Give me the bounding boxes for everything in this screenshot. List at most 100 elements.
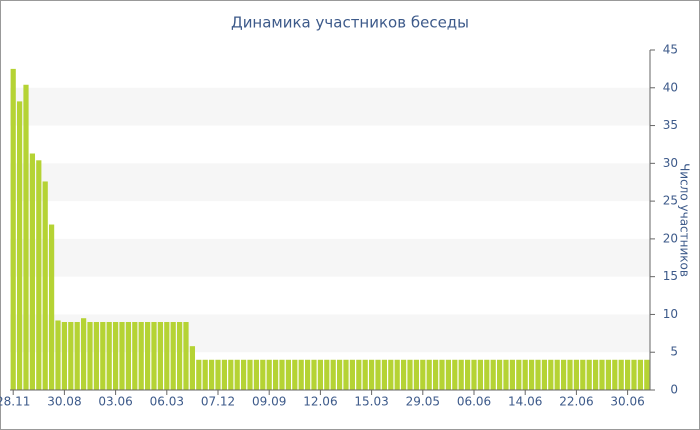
- bar: [503, 359, 509, 390]
- bar: [426, 359, 432, 390]
- bar: [330, 359, 336, 390]
- bar: [554, 359, 560, 390]
- bar: [151, 322, 157, 390]
- bar: [644, 359, 650, 390]
- y-tick-label: 0: [670, 383, 678, 397]
- x-tick-label: 06.03: [150, 395, 184, 409]
- grid-band: [10, 238, 650, 277]
- bar: [349, 359, 355, 390]
- bar: [87, 322, 93, 390]
- bar: [247, 359, 253, 390]
- bar: [292, 359, 298, 390]
- bar: [202, 359, 208, 390]
- bar: [490, 359, 496, 390]
- bar: [100, 322, 106, 390]
- bar: [253, 359, 259, 390]
- bar: [93, 322, 99, 390]
- x-tick-label: 12.06: [303, 395, 337, 409]
- bar: [29, 153, 35, 390]
- x-tick-label: 28.11: [0, 395, 30, 409]
- bar: [196, 359, 202, 390]
- bar: [362, 359, 368, 390]
- bar: [81, 318, 87, 390]
- bar: [509, 359, 515, 390]
- bar: [324, 359, 330, 390]
- bar: [209, 359, 215, 390]
- x-tick-label: 03.06: [98, 395, 132, 409]
- bar: [516, 359, 522, 390]
- bar: [381, 359, 387, 390]
- bar: [458, 359, 464, 390]
- x-tick-label: 30.06: [610, 395, 644, 409]
- bar: [17, 101, 23, 390]
- grid-band: [10, 163, 650, 202]
- bar: [573, 359, 579, 390]
- bar: [55, 320, 61, 390]
- bar: [356, 359, 362, 390]
- bar: [61, 322, 67, 390]
- bar: [266, 359, 272, 390]
- bar: [132, 322, 138, 390]
- bar: [612, 359, 618, 390]
- bar: [497, 359, 503, 390]
- bar: [125, 322, 131, 390]
- bar: [221, 359, 227, 390]
- y-tick-label: 5: [670, 345, 678, 359]
- bar: [465, 359, 471, 390]
- bar: [285, 359, 291, 390]
- x-tick-label: 14.06: [508, 395, 542, 409]
- y-tick-label: 30: [663, 156, 678, 170]
- y-tick-label: 10: [663, 307, 678, 321]
- bar: [541, 359, 547, 390]
- y-tick-label: 40: [663, 80, 678, 94]
- bar: [337, 359, 343, 390]
- bar: [586, 359, 592, 390]
- bar: [618, 359, 624, 390]
- x-tick-label: 07.12: [201, 395, 235, 409]
- bar: [234, 359, 240, 390]
- bar: [49, 224, 55, 390]
- bar: [599, 359, 605, 390]
- bar: [170, 322, 176, 390]
- bar: [305, 359, 311, 390]
- bar: [36, 160, 42, 390]
- bar: [439, 359, 445, 390]
- bar: [605, 359, 611, 390]
- grid-band: [10, 314, 650, 353]
- bar: [413, 359, 419, 390]
- bar: [580, 359, 586, 390]
- bar: [138, 322, 144, 390]
- bar: [522, 359, 528, 390]
- bar: [343, 359, 349, 390]
- y-tick-label: 45: [663, 43, 678, 57]
- bar: [113, 322, 119, 390]
- bar: [215, 359, 221, 390]
- bar: [23, 84, 29, 390]
- bar: [164, 322, 170, 390]
- bar: [420, 359, 426, 390]
- x-tick-label: 06.06: [457, 395, 491, 409]
- bar: [433, 359, 439, 390]
- chart-title: Динамика участников беседы: [231, 14, 469, 32]
- y-tick-label: 20: [663, 231, 678, 245]
- bar: [401, 359, 407, 390]
- grid-band: [10, 87, 650, 126]
- bar: [279, 359, 285, 390]
- bar: [42, 181, 48, 390]
- bar: [535, 359, 541, 390]
- bar: [445, 359, 451, 390]
- bar: [241, 359, 247, 390]
- bar: [375, 359, 381, 390]
- bar: [369, 359, 375, 390]
- bar: [394, 359, 400, 390]
- bar: [177, 322, 183, 390]
- y-tick-label: 35: [663, 118, 678, 132]
- y-tick-label: 25: [663, 194, 678, 208]
- bar: [625, 359, 631, 390]
- bar: [228, 359, 234, 390]
- bar: [477, 359, 483, 390]
- bar: [561, 359, 567, 390]
- x-tick-label: 15.03: [354, 395, 388, 409]
- bar: [298, 359, 304, 390]
- x-tick-label: 22.06: [559, 395, 593, 409]
